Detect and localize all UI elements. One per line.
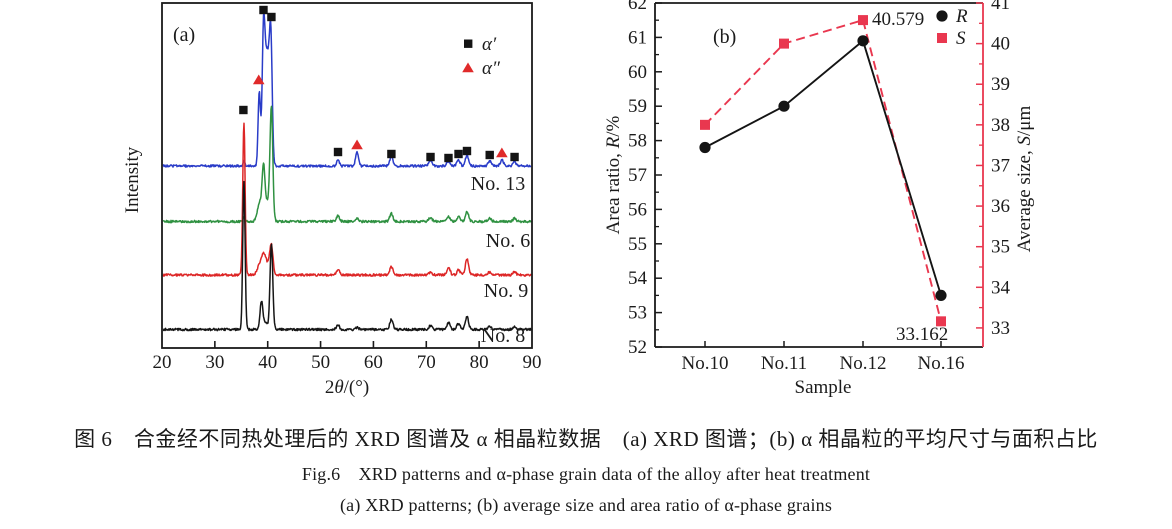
- series-r-point: [857, 35, 869, 47]
- grain-data-chart: 52 53 54 55 56 57 58 59 60 61 62 33 34 35 36 37 38 39 40 41…: [603, 0, 1035, 398]
- curve-label-no-13: No. 13: [471, 173, 525, 195]
- series-s-point: [700, 119, 710, 130]
- right-tick-label: 40: [991, 34, 1010, 55]
- x-tick-label: 80: [470, 352, 489, 373]
- right-tick-label: 39: [991, 74, 1010, 95]
- series-s-line: [704, 18, 942, 322]
- panel-label-a: (a): [173, 24, 195, 46]
- xrd-pattern-chart: No. 13 No. 6 No. 9 No. 8 20 30 40 50 60 70 80 90 2θ/…: [122, 2, 542, 398]
- caption-english-title: Fig.6 XRD patterns and α-phase grain dat…: [301, 464, 871, 484]
- x-axis-label: 2θ/(°): [325, 377, 369, 398]
- alpha-prime-marker: [510, 152, 519, 162]
- figure-panels: No. 13 No. 6 No. 9 No. 8 20 30 40 50 60 70 80 90 2θ/…: [122, 0, 1035, 398]
- panel-label-b: (b): [713, 26, 736, 48]
- legend-alpha-double-prime-label: α″: [482, 58, 501, 79]
- left-tick-label: 59: [628, 96, 647, 117]
- x-tick-label: 40: [258, 352, 277, 373]
- left-tick-label: 52: [628, 337, 647, 358]
- left-tick-label: 54: [628, 268, 648, 289]
- left-tick-label: 57: [628, 165, 647, 186]
- caption-english-sub: (a) XRD patterns; (b) average size and a…: [339, 495, 833, 515]
- curve-label-no-8: No. 8: [481, 325, 525, 347]
- alpha-prime-marker: [426, 152, 435, 162]
- alpha-prime-marker: [462, 146, 472, 156]
- alpha-prime-marker: [387, 149, 396, 159]
- xrd-curve-no-13: [162, 11, 532, 168]
- series-s-point: [936, 316, 946, 327]
- series-r-point: [699, 141, 711, 154]
- alpha-double-prime-marker: [252, 74, 265, 85]
- series-s-point: [779, 38, 789, 49]
- x-category-label: No.11: [761, 353, 807, 374]
- x-tick-label: 20: [153, 352, 172, 373]
- x-tick-label: 50: [311, 352, 330, 373]
- right-tick-label: 41: [991, 0, 1010, 14]
- x-category-label: No.16: [918, 353, 965, 374]
- alpha-prime-marker: [454, 149, 463, 159]
- legend-r-label: R: [955, 6, 968, 27]
- x-tick-label: 90: [523, 352, 542, 373]
- left-tick-label: 55: [628, 234, 647, 255]
- right-tick-label: 38: [991, 115, 1010, 136]
- left-tick-label: 62: [628, 0, 647, 14]
- alpha-prime-marker: [485, 150, 494, 160]
- x-category-label: No.12: [840, 353, 887, 374]
- xrd-curve-no-8: [162, 180, 532, 332]
- left-axis-title: Area ratio, R/%: [603, 115, 624, 234]
- curve-label-no-9: No. 9: [484, 280, 528, 302]
- y-axis-label: Intensity: [122, 146, 143, 213]
- data-annotation: 40.579: [872, 9, 924, 30]
- alpha-double-prime-marker: [351, 139, 363, 150]
- series-r-point: [935, 289, 947, 301]
- legend-alpha-double-prime-swatch: [462, 62, 474, 73]
- legend-alpha-prime-label: α′: [482, 34, 497, 55]
- x-tick-label: 30: [205, 352, 224, 373]
- caption-chinese: 图 6 合金经不同热处理后的 XRD 图谱及 α 相晶粒数据 (a) XRD 图…: [74, 427, 1098, 451]
- right-tick-label: 35: [991, 237, 1010, 258]
- x-axis-label: Sample: [795, 377, 852, 398]
- alpha-prime-marker: [444, 153, 453, 163]
- alpha-prime-marker: [267, 12, 276, 22]
- series-r-point: [778, 100, 790, 112]
- series-s-point: [858, 15, 868, 26]
- xrd-curve-no-9: [162, 122, 532, 277]
- right-axis-title: Average size, S/μm: [1014, 106, 1035, 253]
- x-tick-label: 70: [417, 352, 436, 373]
- legend-s-label: S: [956, 28, 966, 49]
- xrd-curve-no-6: [162, 105, 532, 224]
- data-annotation: 33.162: [896, 324, 948, 345]
- alpha-prime-marker: [259, 5, 268, 15]
- right-tick-label: 33: [991, 318, 1010, 339]
- curve-label-no-6: No. 6: [486, 230, 530, 252]
- right-tick-label: 34: [991, 277, 1011, 298]
- alpha-double-prime-marker: [496, 147, 508, 158]
- x-tick-label: 60: [364, 352, 383, 373]
- alpha-prime-marker: [333, 147, 343, 157]
- right-tick-label: 37: [991, 155, 1010, 176]
- left-tick-label: 56: [628, 199, 647, 220]
- series-r-line: [704, 39, 942, 296]
- left-tick-label: 61: [628, 27, 647, 48]
- legend-alpha-prime-swatch: [464, 39, 473, 48]
- x-category-label: No.10: [682, 353, 729, 374]
- alpha-prime-marker: [239, 105, 248, 115]
- legend-r-swatch: [936, 10, 948, 22]
- right-tick-label: 36: [991, 196, 1010, 217]
- figure-caption: 图 6 合金经不同热处理后的 XRD 图谱及 α 相晶粒数据 (a) XRD 图…: [0, 423, 1172, 516]
- plot-frame-a: [161, 2, 533, 349]
- left-tick-label: 60: [628, 62, 647, 83]
- left-tick-label: 58: [628, 131, 647, 152]
- left-tick-label: 53: [628, 303, 647, 324]
- legend-s-swatch: [937, 33, 947, 43]
